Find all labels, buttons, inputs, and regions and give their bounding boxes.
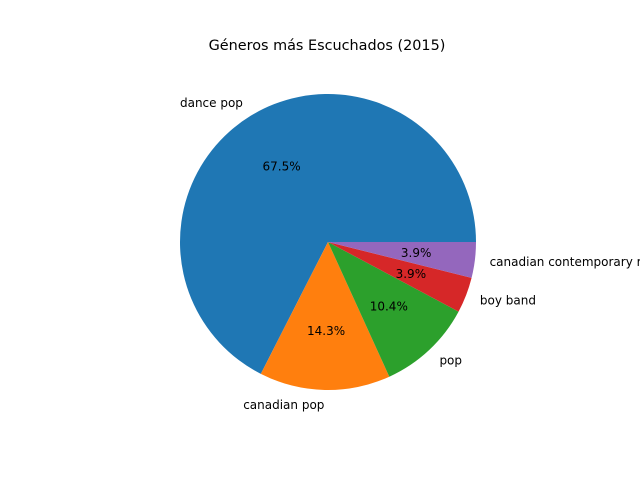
slice-label-dance-pop: dance pop [180,96,243,110]
pct-label-dance-pop: 67.5% [263,159,301,173]
pie-slices [180,94,476,390]
slice-label-canadian-pop: canadian pop [243,398,324,412]
chart-title: Géneros más Escuchados (2015) [209,38,446,54]
pie-slice-canadian-pop [260,242,390,390]
pie-slice-dance-pop [180,94,476,374]
slice-label-canadian-contemporary-r-b: canadian contemporary r&b [490,255,640,269]
pct-label-boy-band: 3.9% [396,267,427,281]
pie-slice-pop [328,242,459,377]
pie-slice-boy-band [328,242,472,312]
pie-labels: dance pop 67.5% canadian pop 14.3% pop 10.4% b… [180,96,640,412]
pct-label-canadian-contemporary-r-b: 3.9% [401,246,432,260]
pct-label-pop: 10.4% [370,300,408,314]
pie-slice-canadian-contemporary-r-b [328,242,476,278]
slice-label-pop: pop [439,354,462,368]
slice-label-boy-band: boy band [480,294,536,308]
pct-label-canadian-pop: 14.3% [307,324,345,338]
